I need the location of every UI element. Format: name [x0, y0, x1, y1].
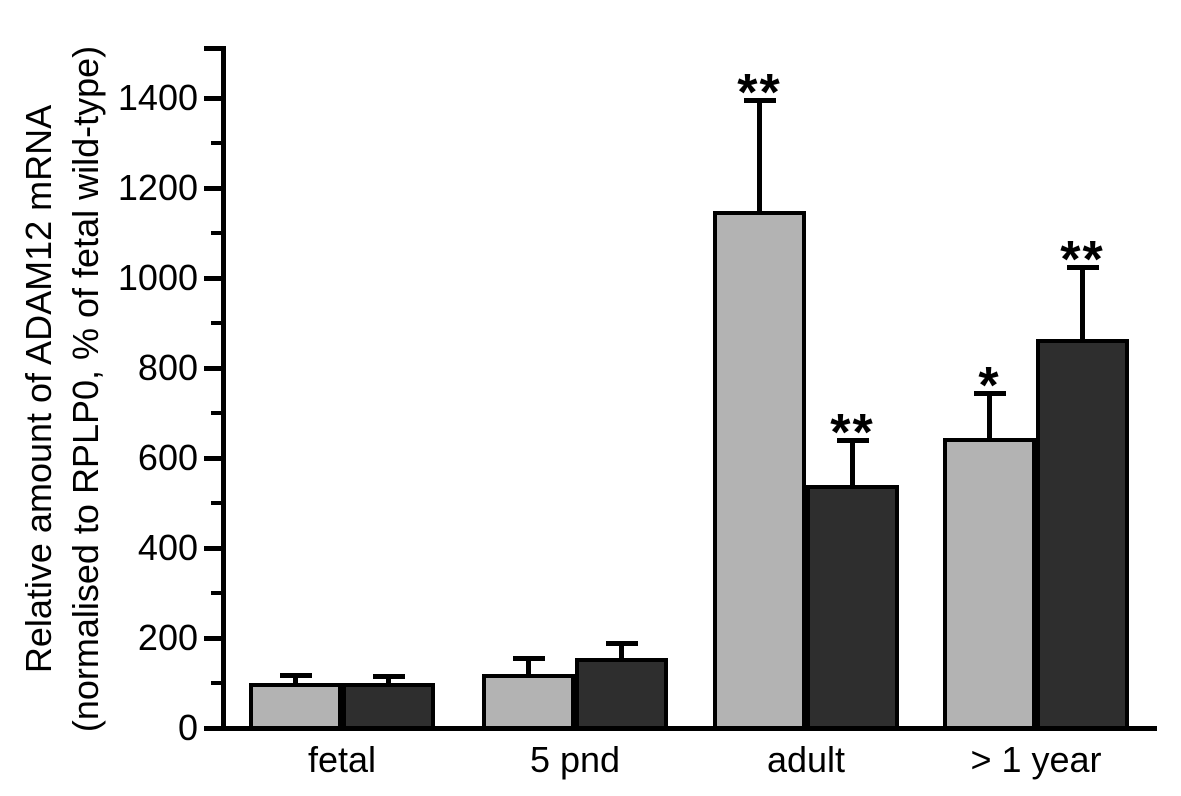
- y-axis-line: [221, 46, 226, 730]
- bar-1year-dark-gray-bars: [1036, 338, 1129, 730]
- error-bar-line-dark-gray-bars-1: [619, 642, 624, 659]
- y-axis-minor-tick: [211, 501, 225, 505]
- error-bar-line-light-gray-bars-3: [987, 392, 992, 438]
- y-axis-minor-tick: [211, 141, 225, 145]
- x-axis-category-label-1: 5 pnd: [529, 739, 621, 780]
- error-bar-cap-light-gray-bars-1: [512, 656, 545, 662]
- y-axis-major-tick: [204, 275, 225, 281]
- x-axis-line: [221, 726, 1157, 731]
- bar-fetal-dark-gray-bars: [342, 683, 435, 730]
- y-axis-tick-label: 200: [137, 617, 198, 658]
- x-axis-category-label-2: adult: [766, 739, 846, 780]
- error-bar-line-dark-gray-bars-0: [386, 676, 391, 683]
- y-axis-end-cap: [204, 46, 225, 51]
- error-bar-line-dark-gray-bars-2: [850, 440, 855, 485]
- y-axis-minor-tick: [211, 681, 225, 685]
- bar-adult-dark-gray-bars: [806, 485, 899, 730]
- error-bar-line-light-gray-bars-2: [757, 100, 762, 211]
- y-axis-minor-tick: [211, 321, 225, 325]
- error-bar-cap-dark-gray-bars-0: [372, 674, 405, 680]
- y-axis-minor-tick: [211, 411, 225, 415]
- y-axis-tick-label: 1200: [117, 167, 198, 208]
- y-axis-tick-label: 400: [137, 527, 198, 568]
- y-axis-minor-tick: [211, 231, 225, 235]
- y-axis-tick-label: 0: [177, 707, 198, 748]
- error-bar-cap-dark-gray-bars-3: [1066, 264, 1099, 270]
- y-axis-major-tick: [204, 635, 225, 641]
- bar-adult-light-gray-bars: [713, 210, 806, 730]
- significance-marker-light-gray-bars-3: *: [978, 356, 1001, 415]
- y-axis-minor-tick: [211, 591, 225, 595]
- significance-marker-light-gray-bars-2: **: [737, 64, 782, 123]
- y-axis-tick-label: 600: [137, 437, 198, 478]
- y-axis-tick-label: 800: [137, 347, 198, 388]
- y-axis-major-tick: [204, 185, 225, 191]
- error-bar-line-dark-gray-bars-3: [1080, 266, 1085, 339]
- significance-marker-dark-gray-bars-2: **: [830, 404, 875, 462]
- y-axis-tick-label: 1000: [117, 257, 198, 298]
- bar-5pnd-dark-gray-bars: [575, 658, 668, 730]
- error-bar-cap-light-gray-bars-0: [279, 672, 312, 678]
- error-bar-line-light-gray-bars-0: [293, 674, 298, 683]
- y-axis-major-tick: [204, 725, 225, 731]
- error-bar-cap-light-gray-bars-3: [973, 390, 1006, 396]
- error-bar-cap-light-gray-bars-2: [743, 98, 776, 104]
- bar-fetal-light-gray-bars: [249, 683, 342, 730]
- bar-5pnd-light-gray-bars: [482, 674, 575, 730]
- y-axis-tick-label: 1400: [117, 77, 198, 118]
- y-axis-major-tick: [204, 545, 225, 551]
- x-axis-category-label-0: fetal: [307, 739, 377, 780]
- x-axis-category-label-3: > 1 year: [970, 739, 1102, 780]
- y-axis-major-tick: [204, 455, 225, 461]
- significance-marker-dark-gray-bars-3: **: [1060, 230, 1105, 289]
- error-bar-cap-dark-gray-bars-1: [605, 640, 638, 646]
- bar-1year-light-gray-bars: [943, 437, 1036, 730]
- y-axis-major-tick: [204, 95, 225, 101]
- error-bar-line-light-gray-bars-1: [526, 658, 531, 674]
- y-axis-major-tick: [204, 365, 225, 371]
- error-bar-cap-dark-gray-bars-2: [836, 438, 869, 443]
